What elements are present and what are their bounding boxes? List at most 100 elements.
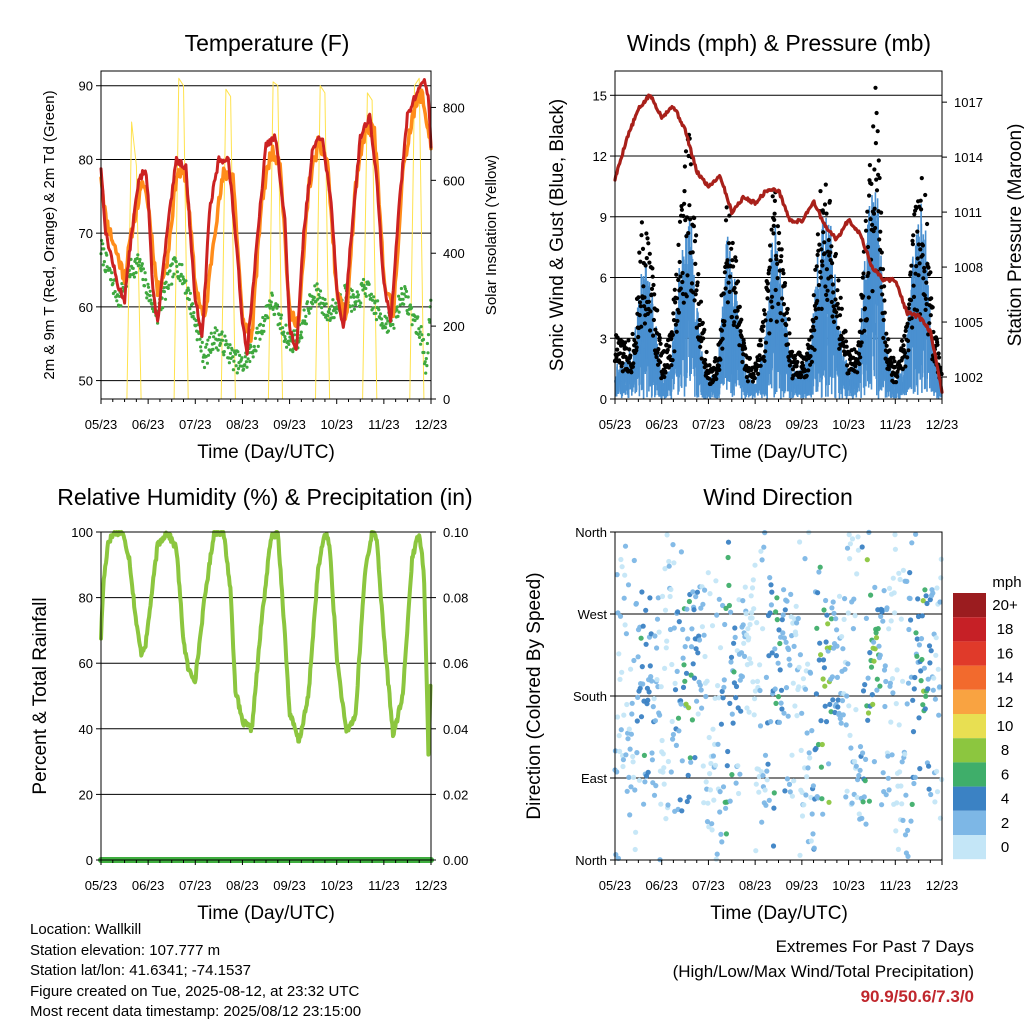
y-tick-label: 6 (600, 271, 607, 286)
direction-point (662, 566, 668, 572)
dewpoint-point (179, 272, 183, 276)
direction-point (797, 652, 804, 658)
direction-point (745, 626, 751, 632)
dewpoint-point (303, 319, 307, 323)
gust-point (719, 328, 725, 333)
dewpoint-point (331, 298, 335, 302)
dewpoint-point (332, 316, 336, 320)
gust-point (861, 271, 866, 276)
direction-point (767, 575, 773, 581)
direction-point (767, 610, 773, 616)
direction-point (730, 720, 736, 726)
gust-point (858, 343, 863, 348)
direction-point (854, 794, 860, 801)
direction-point (789, 793, 796, 799)
direction-point (892, 532, 898, 538)
direction-point (910, 729, 917, 735)
direction-point (681, 662, 687, 668)
dewpoint-point (380, 321, 384, 326)
direction-point (689, 717, 696, 723)
gust-point (693, 261, 698, 266)
direction-point (735, 763, 741, 769)
gust-point (910, 238, 915, 243)
dewpoint-point (413, 318, 417, 323)
direction-point (639, 664, 645, 670)
dewpoint-point (162, 290, 166, 294)
dewpoint-point (406, 295, 410, 299)
gust-point (862, 328, 867, 333)
gust-point (782, 281, 788, 286)
y-tick-label: North (575, 525, 607, 540)
gust-point (818, 269, 823, 275)
direction-point (821, 607, 827, 613)
direction-point (789, 752, 795, 758)
gust-point (630, 331, 635, 337)
direction-point (821, 665, 828, 671)
direction-point (713, 856, 719, 862)
dewpoint-point (423, 360, 427, 364)
direction-point (885, 753, 891, 759)
gust-point (646, 241, 651, 246)
gust-point (650, 266, 655, 271)
direction-point (741, 653, 748, 660)
direction-point (723, 805, 729, 811)
dewpoint-point (103, 270, 108, 274)
direction-point (628, 666, 634, 672)
direction-point (716, 695, 722, 701)
gust-point (882, 284, 887, 289)
gust-point (685, 273, 690, 278)
dewpoint-point (324, 302, 328, 306)
gust-point (733, 290, 738, 295)
direction-point (675, 715, 682, 721)
direction-point (686, 794, 692, 800)
dewpoint-point (227, 361, 231, 365)
gust-point (785, 306, 790, 312)
y-tick-label: 70 (79, 226, 93, 241)
direction-point (685, 636, 691, 642)
temperature-ylabel-right: Solar Insolation (Yellow) (483, 155, 500, 315)
gust-point (874, 188, 880, 193)
gust-point (862, 306, 868, 311)
gust-point (676, 310, 682, 315)
direction-point (830, 599, 836, 605)
gust-point (916, 242, 921, 247)
direction-point (678, 701, 684, 707)
dewpoint-point (305, 300, 310, 304)
dewpoint-point (170, 282, 174, 286)
direction-point (725, 539, 732, 545)
direction-point (799, 710, 805, 716)
gust-point (770, 305, 775, 310)
gust-point (698, 299, 704, 304)
gust-point (688, 217, 693, 222)
dewpoint-point (307, 311, 311, 315)
direction-point (746, 635, 752, 641)
direction-point (707, 771, 713, 777)
direction-point (753, 781, 759, 787)
dewpoint-point (404, 289, 409, 293)
gust-point (787, 331, 792, 336)
pressure-line (613, 93, 944, 394)
direction-point (809, 811, 815, 817)
x-tick-label: 09/23 (786, 417, 819, 432)
direction-point (800, 676, 807, 682)
y2-tick-label: 0.08 (443, 591, 468, 606)
gust-point (867, 163, 873, 168)
direction-point (733, 695, 739, 701)
direction-point (916, 715, 922, 721)
direction-point (677, 797, 683, 803)
gust-point (639, 220, 645, 225)
gust-point (815, 252, 820, 257)
direction-point (933, 635, 939, 641)
legend-label: 0 (1001, 839, 1009, 856)
gust-point (858, 318, 864, 323)
dewpoint-point (397, 310, 401, 314)
direction-point (635, 654, 641, 660)
direction-point (731, 669, 737, 675)
dewpoint-point (224, 339, 228, 343)
direction-point (719, 839, 725, 845)
direction-point (720, 784, 727, 790)
direction-point (619, 564, 625, 570)
direction-point (894, 667, 900, 673)
y2-tick-label: 1017 (954, 95, 983, 110)
dewpoint-point (111, 281, 115, 286)
